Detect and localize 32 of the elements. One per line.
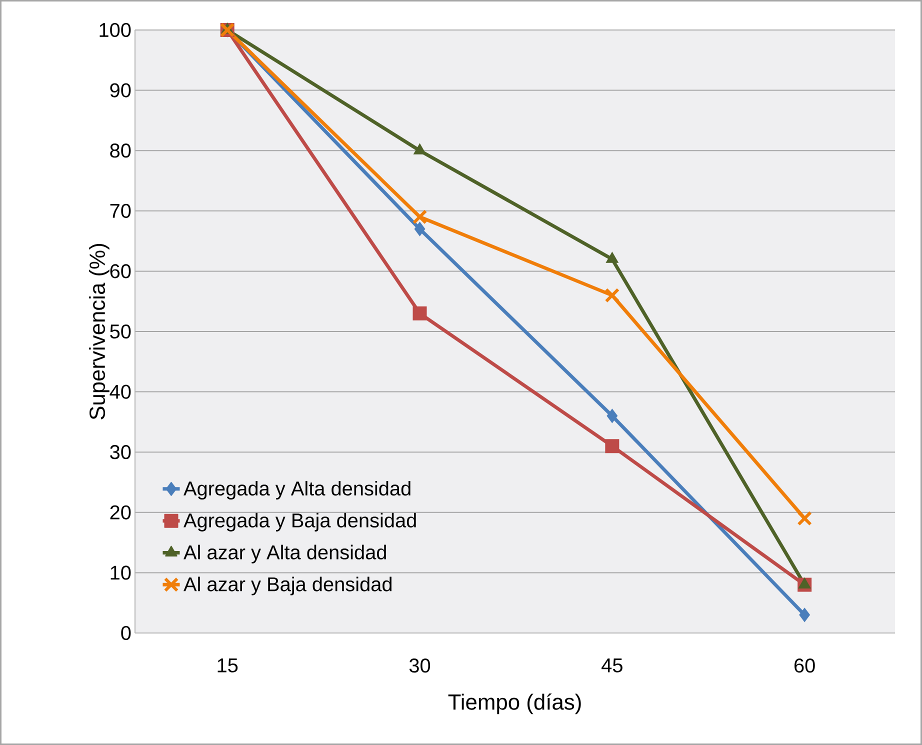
point — [799, 608, 810, 622]
point — [798, 578, 811, 589]
y-tick-label: 100 — [100, 22, 131, 38]
x-tick-label: 30 — [409, 658, 430, 673]
y-tick-label: 80 — [110, 144, 131, 158]
x-axis-title: Tiempo (días) — [448, 693, 581, 714]
point — [412, 210, 427, 224]
y-tick-label: 10 — [110, 566, 131, 580]
y-tick-label: 0 — [121, 626, 131, 640]
y-tick-label: 90 — [110, 83, 131, 98]
point — [414, 222, 426, 236]
point — [605, 288, 620, 302]
x-tick-label: 15 — [218, 658, 238, 672]
y-tick-label: 30 — [110, 445, 131, 460]
x-tick-label: 60 — [794, 658, 815, 673]
point — [606, 252, 618, 263]
legend-label: Agregada y Alta densidad — [184, 480, 410, 500]
y-tick-label: 20 — [110, 505, 131, 520]
point — [412, 306, 427, 320]
point — [605, 439, 620, 454]
y-tick-label: 40 — [110, 384, 131, 399]
point — [414, 144, 426, 154]
y-tick-label: 50 — [110, 324, 131, 339]
legend-label: Al azar y Baja densidad — [184, 576, 392, 596]
y-tick-label: 70 — [110, 204, 131, 218]
legend-label: Agregada y Baja densidad — [184, 512, 416, 532]
y-tick-label: 60 — [110, 264, 131, 278]
point — [798, 511, 812, 526]
legend-label: Al azar y Alta densidad — [184, 544, 386, 564]
x-tick-label: 45 — [602, 658, 622, 672]
point — [606, 408, 618, 423]
y-axis-title: Supervivencia (%) — [88, 244, 110, 420]
